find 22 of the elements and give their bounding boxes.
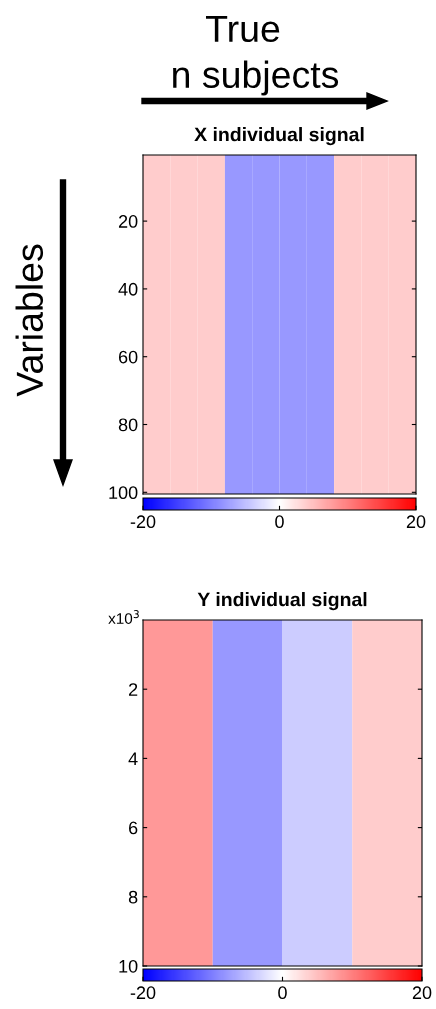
color-bar-label: 0 bbox=[275, 515, 284, 529]
text: Variables bbox=[15, 244, 44, 397]
y-tick-label: 60 bbox=[118, 350, 138, 364]
text: x10$^{3}$ bbox=[108, 610, 139, 624]
chart-title: X individual signal bbox=[194, 127, 364, 146]
color-bar-label: 20 bbox=[406, 515, 426, 529]
y-tick-label: 100 bbox=[109, 486, 138, 500]
color-bar-label: -20 bbox=[130, 986, 156, 1000]
color-bar-label: -20 bbox=[130, 515, 156, 529]
text: n subjects bbox=[173, 60, 339, 96]
color-bar-label: 0 bbox=[278, 986, 287, 1000]
y-tick-label: 40 bbox=[118, 282, 138, 296]
chart-title: Y individual signal bbox=[197, 592, 367, 611]
y-tick-label: 80 bbox=[118, 418, 138, 432]
y-tick-label: 20 bbox=[118, 215, 138, 228]
y-tick-label: 10 bbox=[119, 959, 138, 973]
color-bar-label: 20 bbox=[412, 986, 432, 1000]
y-tick-label: 4 bbox=[128, 752, 138, 765]
y-tick-label: 6 bbox=[129, 821, 138, 835]
y-tick-label: 2 bbox=[129, 683, 138, 696]
y-tick-label: 8 bbox=[128, 890, 138, 904]
text: True bbox=[206, 15, 280, 43]
